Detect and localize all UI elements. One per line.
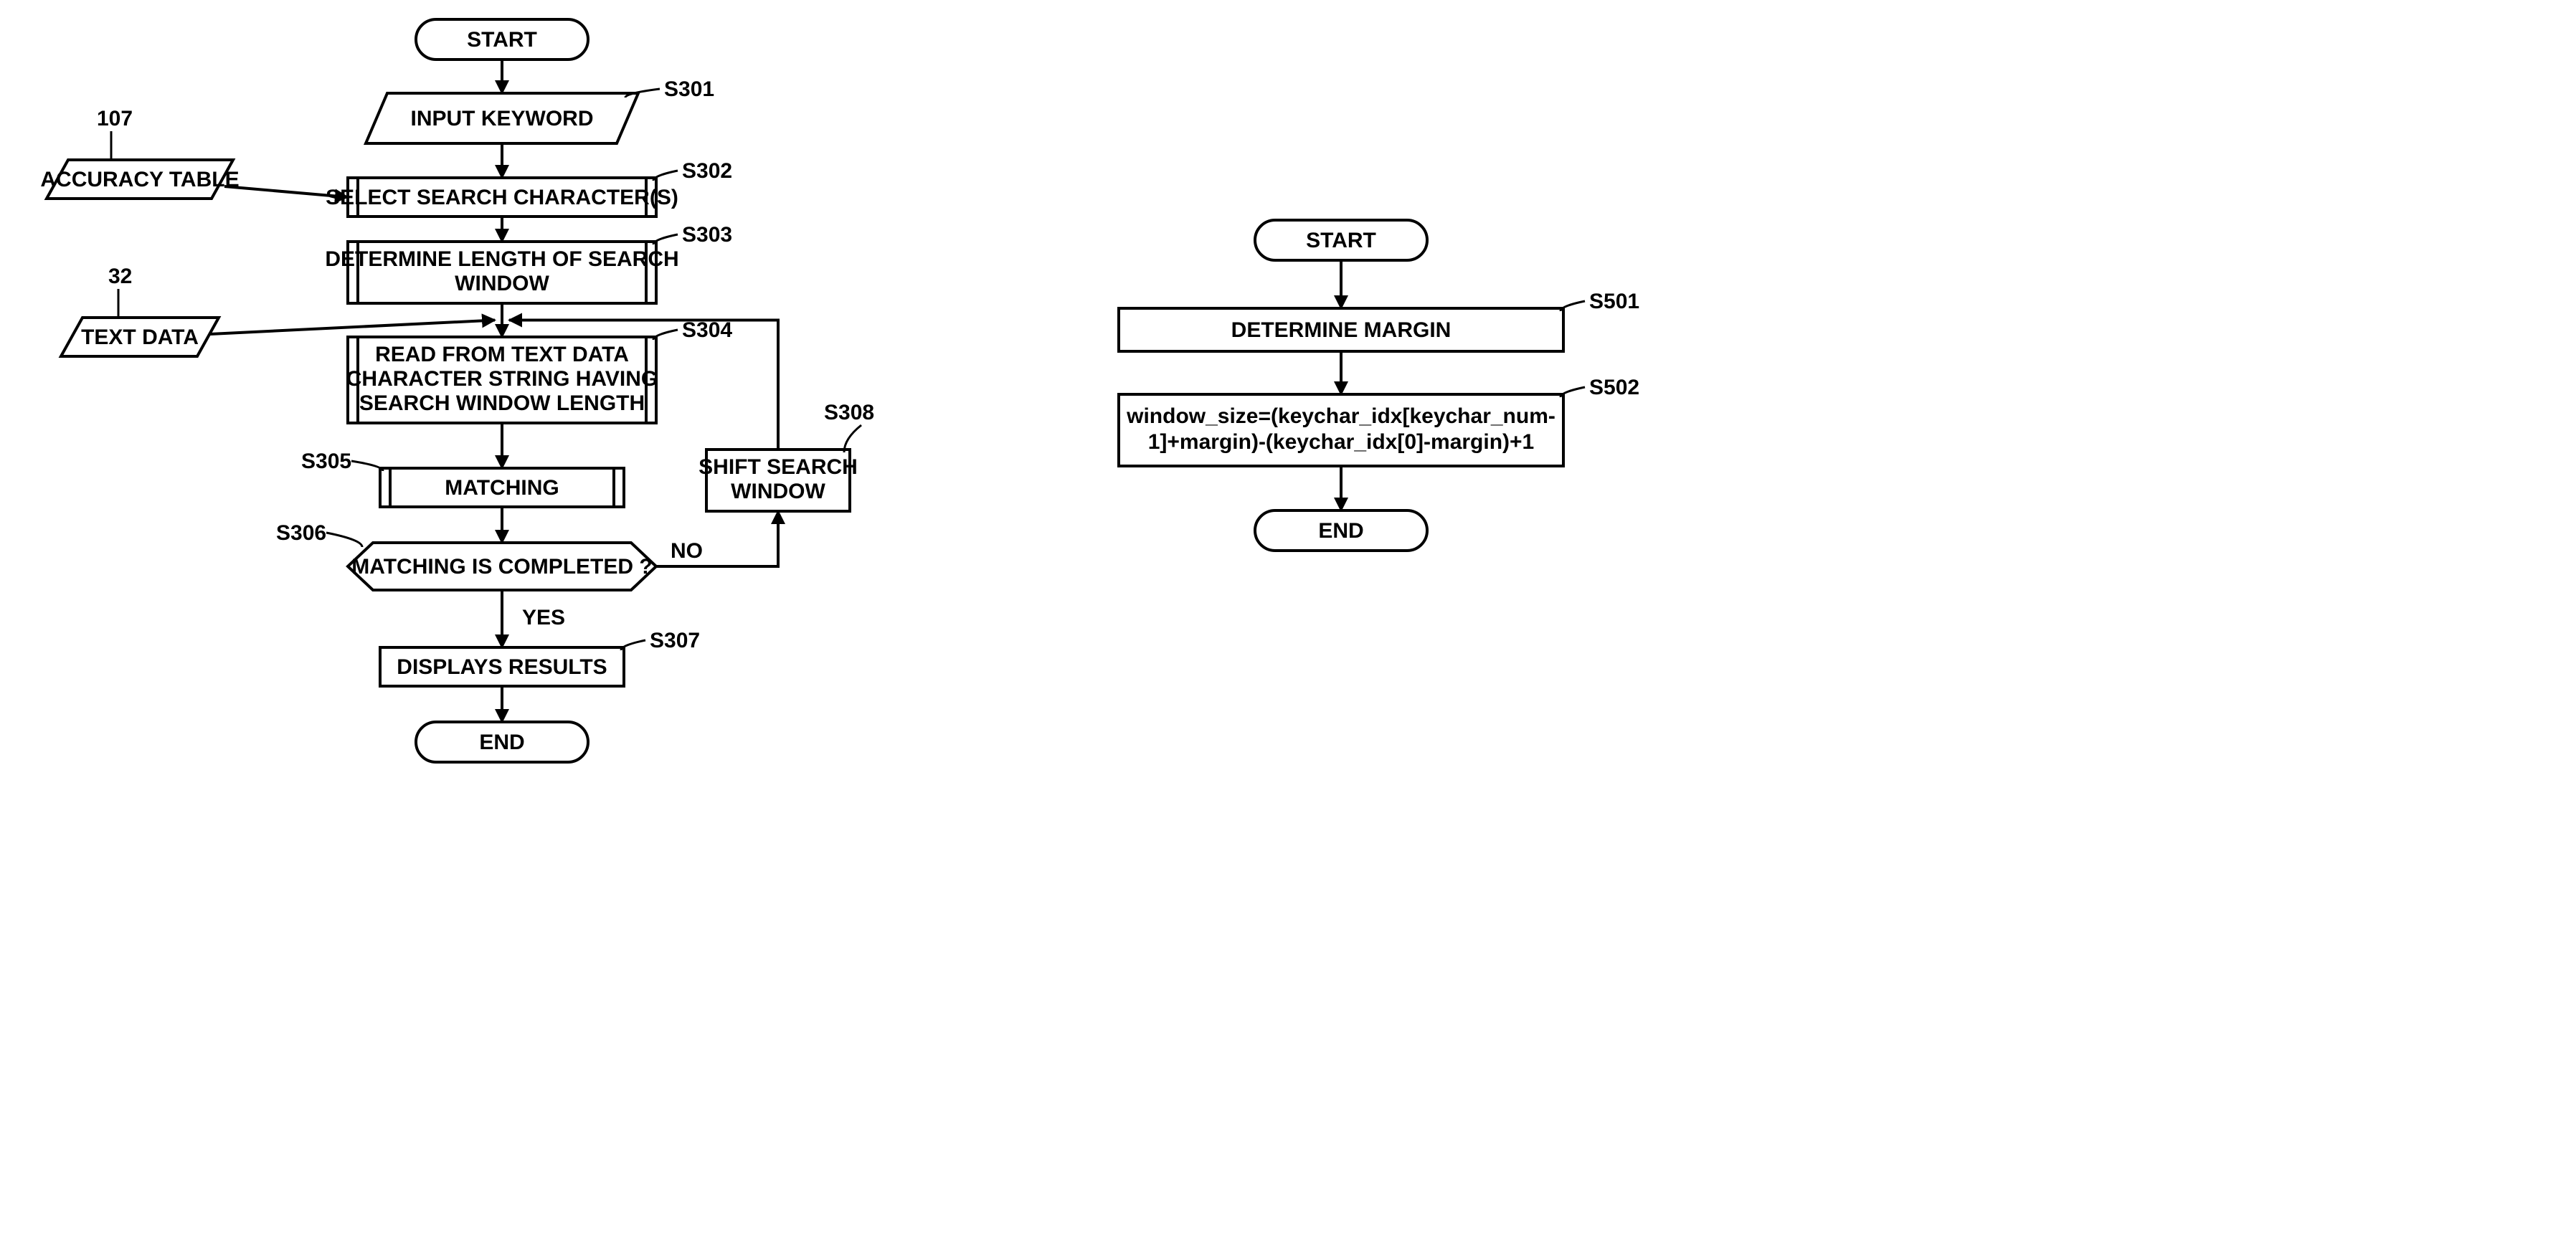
left-start-label: START: [467, 28, 537, 52]
svg-text:WINDOW: WINDOW: [455, 272, 549, 295]
s303-ref: S303: [682, 223, 732, 247]
s308-ref: S308: [824, 401, 874, 424]
arrow-text-s304: [210, 320, 495, 335]
svg-text:MATCHING: MATCHING: [445, 476, 559, 500]
s302-ref: S302: [682, 159, 732, 183]
right-end-label: END: [1318, 519, 1363, 543]
s304-ref: S304: [682, 318, 732, 342]
right-start-label: START: [1306, 229, 1376, 252]
s306-ref: S306: [276, 521, 326, 545]
s305-ref: S305: [301, 450, 351, 473]
svg-text:ACCURACY TABLE: ACCURACY TABLE: [40, 168, 239, 191]
svg-text:CHARACTER STRING HAVING: CHARACTER STRING HAVING: [346, 367, 658, 391]
svg-text:1]+margin)-(keychar_idx[0]-mar: 1]+margin)-(keychar_idx[0]-margin)+1: [1148, 430, 1535, 454]
svg-text:SEARCH WINDOW LENGTH: SEARCH WINDOW LENGTH: [359, 391, 645, 415]
svg-text:TEXT DATA: TEXT DATA: [81, 325, 199, 349]
svg-text:MATCHING IS COMPLETED ?: MATCHING IS COMPLETED ?: [351, 555, 652, 579]
svg-text:WINDOW: WINDOW: [731, 480, 825, 503]
s501-ref: S501: [1589, 290, 1639, 313]
svg-text:DETERMINE MARGIN: DETERMINE MARGIN: [1231, 318, 1452, 342]
svg-text:SELECT SEARCH CHARACTER(S): SELECT SEARCH CHARACTER(S): [326, 186, 678, 209]
s306-yes: YES: [522, 606, 565, 629]
ref32-ref: 32: [108, 265, 132, 288]
ref107-ref: 107: [97, 107, 133, 130]
svg-text:DISPLAYS RESULTS: DISPLAYS RESULTS: [397, 655, 607, 679]
s502-ref: S502: [1589, 376, 1639, 399]
s305-leader: [351, 461, 383, 471]
svg-text:SHIFT SEARCH: SHIFT SEARCH: [699, 455, 858, 479]
left-end-label: END: [479, 731, 524, 754]
svg-text:DETERMINE LENGTH OF SEARCH: DETERMINE LENGTH OF SEARCH: [325, 247, 678, 271]
svg-text:INPUT KEYWORD: INPUT KEYWORD: [411, 107, 594, 130]
s306-no: NO: [671, 539, 703, 563]
svg-text:READ FROM TEXT DATA: READ FROM TEXT DATA: [375, 343, 629, 366]
s306-leader: [326, 533, 362, 547]
svg-text:window_size=(keychar_idx[keych: window_size=(keychar_idx[keychar_num-: [1126, 404, 1555, 428]
s307-ref: S307: [650, 629, 700, 652]
s301-ref: S301: [664, 77, 714, 101]
